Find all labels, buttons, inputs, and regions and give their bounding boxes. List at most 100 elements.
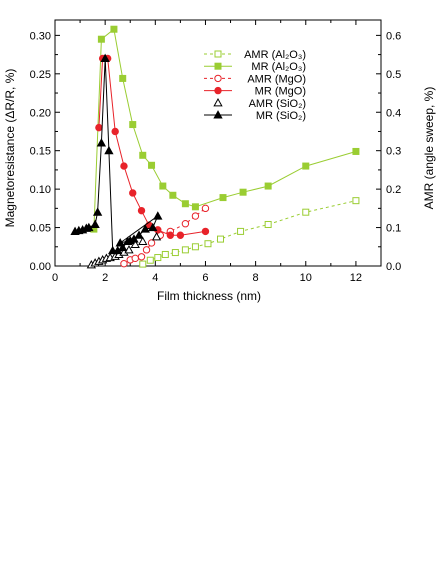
data-point — [129, 121, 137, 129]
series-2 — [120, 204, 210, 268]
data-point — [125, 235, 135, 245]
data-point — [120, 162, 128, 170]
data-point — [161, 250, 169, 258]
data-point — [139, 260, 147, 268]
series-1 — [90, 25, 360, 233]
data-point — [239, 188, 247, 196]
data-point — [96, 138, 107, 147]
data-point — [104, 145, 114, 155]
legend-label: AMR (Al₂O₃) — [244, 49, 306, 61]
data-point — [134, 230, 144, 239]
legend-entry: AMR (MgO) — [204, 73, 306, 85]
x-tick-label: 6 — [202, 272, 208, 284]
y2-tick-label: 0.1 — [386, 223, 401, 235]
data-point — [139, 151, 147, 159]
x-axis-label: Film thickness (nm) — [157, 289, 261, 303]
data-point — [92, 207, 103, 216]
data-point — [148, 161, 156, 169]
data-point — [159, 182, 167, 190]
series-line — [98, 57, 206, 236]
x-tick-label: 2 — [102, 272, 108, 284]
y-tick-label: 0.05 — [30, 223, 51, 235]
data-point — [131, 254, 139, 263]
y2-tick-label: 0.5 — [386, 69, 401, 81]
y-tick-label: 0.10 — [30, 184, 51, 196]
data-point — [110, 25, 118, 33]
y2-tick-label: 0.3 — [386, 146, 401, 158]
data-point — [118, 242, 128, 252]
data-point — [129, 189, 137, 197]
data-point — [124, 245, 134, 254]
y2-axis-label: AMR (angle sweep, %) — [422, 87, 436, 210]
data-point — [201, 227, 210, 236]
data-point — [191, 243, 199, 251]
legend-marker — [214, 86, 222, 95]
data-point — [137, 206, 146, 215]
data-point — [237, 227, 245, 235]
data-point — [95, 123, 103, 132]
data-point — [302, 208, 310, 216]
series-0 — [139, 197, 360, 268]
data-point — [120, 259, 128, 268]
data-point — [100, 53, 110, 62]
legend-label: AMR (MgO) — [247, 73, 306, 85]
data-point — [352, 147, 360, 155]
data-point — [302, 162, 310, 170]
y-tick-label: 0.15 — [30, 146, 51, 158]
y2-tick-label: 0.6 — [386, 30, 401, 42]
data-point — [138, 236, 148, 245]
axes: 0 2 4 6 8 10 12 0.00 0.05 0.10 0.15 0.20 0.25 0.30 0.0… — [30, 19, 401, 284]
y-tick-label: 0.00 — [30, 261, 51, 273]
legend-marker — [214, 50, 222, 58]
data-point — [217, 235, 225, 243]
legend-label: MR (Al₂O₃) — [251, 61, 306, 73]
x-tick-label: 8 — [253, 272, 259, 284]
data-point — [264, 182, 272, 190]
legend-marker — [213, 97, 223, 107]
data-point — [181, 246, 189, 254]
y2-tick-label: 0.0 — [386, 261, 401, 273]
data-point — [142, 246, 151, 254]
data-point — [84, 222, 94, 232]
legend-entry: AMR (SiO₂) — [213, 97, 306, 110]
data-point — [204, 240, 212, 248]
data-point — [111, 127, 119, 136]
y2-tick-label: 0.4 — [386, 107, 401, 119]
data-point — [154, 254, 162, 262]
data-point — [169, 191, 177, 199]
series-5 — [70, 53, 163, 255]
data-point — [140, 224, 150, 233]
series-line — [93, 28, 357, 230]
data-point — [352, 197, 360, 205]
legend-label: MR (SiO₂) — [256, 110, 306, 122]
data-point — [147, 239, 156, 247]
legend: AMR (Al₂O₃)MR (Al₂O₃)AMR (MgO)MR (MgO)AM… — [204, 49, 306, 122]
data-point — [191, 203, 199, 211]
x-tick-label: 0 — [52, 272, 58, 284]
data-point — [181, 200, 189, 208]
y-tick-label: 0.30 — [30, 30, 51, 42]
data-point — [151, 231, 162, 241]
data-point — [153, 211, 163, 220]
data-point — [176, 231, 185, 239]
data-point — [148, 222, 158, 232]
legend-marker — [214, 74, 222, 83]
data-point — [90, 219, 100, 229]
data-point — [181, 220, 190, 228]
data-point — [264, 220, 272, 228]
legend-label: AMR (SiO₂) — [249, 98, 306, 110]
data-point — [171, 249, 179, 257]
y-axis-label: Magnetoresistance (ΔR/R, %) — [3, 69, 17, 228]
legend-marker — [213, 110, 223, 119]
data-point — [219, 194, 227, 202]
x-tick-label: 10 — [300, 272, 312, 284]
x-tick-label: 12 — [350, 272, 362, 284]
data-point — [146, 256, 154, 264]
legend-label: MR (MgO) — [255, 86, 306, 98]
legend-entry: AMR (Al₂O₃) — [204, 49, 306, 61]
y-tick-label: 0.25 — [30, 69, 51, 81]
legend-entry: MR (SiO₂) — [204, 110, 306, 122]
y2-tick-label: 0.2 — [386, 184, 401, 196]
data-point — [191, 212, 200, 220]
data-point — [166, 231, 175, 239]
